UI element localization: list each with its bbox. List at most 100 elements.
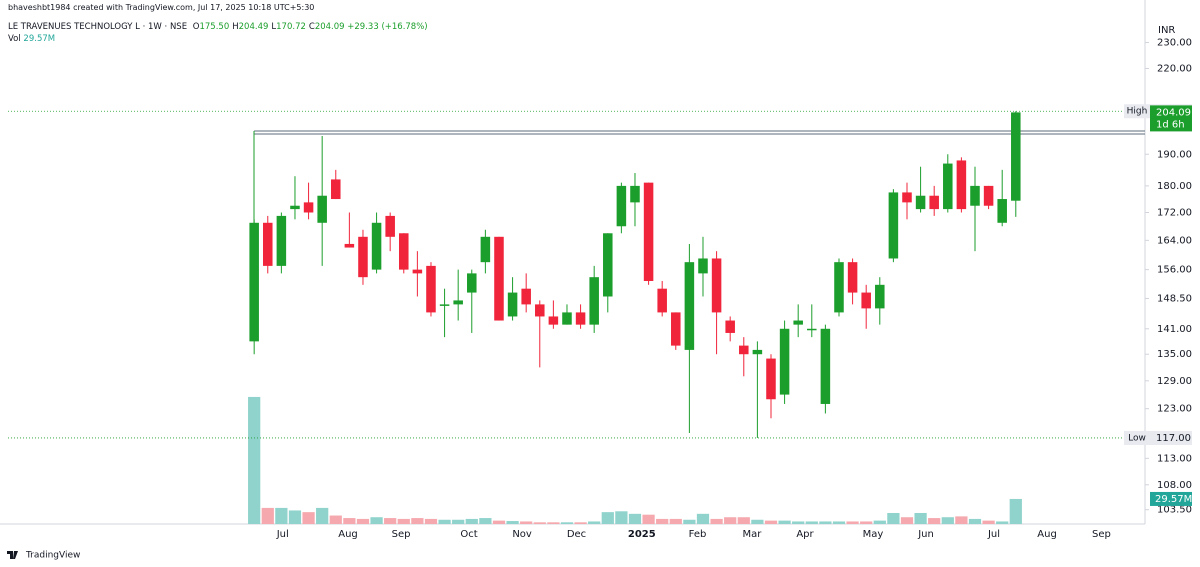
y-tick-label: 172.00	[1157, 207, 1192, 218]
candle-body	[725, 320, 735, 333]
logo	[7, 551, 18, 559]
volume-bar	[547, 522, 560, 524]
volume-badge: 29.57M	[1155, 494, 1192, 505]
marker-bg	[1124, 104, 1150, 119]
marker-value-bg	[1150, 430, 1192, 445]
volume-bar	[601, 512, 614, 524]
candle-body	[698, 258, 708, 274]
y-tick-label: 113.00	[1157, 453, 1192, 464]
y-tick-label: 180.00	[1157, 181, 1192, 192]
volume-bar	[982, 520, 995, 524]
candle-body	[575, 312, 586, 325]
candle-body	[956, 160, 967, 210]
candle-body	[684, 262, 695, 350]
candle-body	[752, 349, 763, 355]
candle-body	[888, 192, 899, 259]
volume-bar	[846, 521, 859, 524]
x-tick-label: Sep	[1092, 529, 1111, 540]
volume-bar	[506, 521, 519, 524]
volume-bar	[628, 513, 642, 524]
volume-bar	[792, 521, 805, 524]
candle-body	[317, 195, 327, 223]
candle-body	[807, 328, 817, 331]
candle-body	[834, 262, 844, 313]
candle-body	[507, 292, 518, 317]
volume-bar	[737, 517, 750, 524]
legend-key: L	[271, 22, 277, 32]
volume-bar	[968, 518, 982, 524]
volume-bar	[710, 518, 723, 524]
marker-text: High	[1127, 107, 1148, 117]
volume-bar	[819, 521, 832, 524]
y-tick-label: 148.50	[1157, 293, 1192, 304]
y-tick-label: 108.00	[1157, 480, 1192, 491]
volume-bar	[560, 522, 574, 524]
volume-bar	[928, 518, 941, 524]
candle-body	[562, 312, 572, 325]
candle-body	[331, 179, 341, 200]
volume-badge-bg	[1150, 491, 1192, 506]
y-tick-label: 164.00	[1157, 235, 1192, 246]
y-tick-label: 135.00	[1157, 349, 1192, 360]
candle-body	[344, 243, 355, 248]
candle-body	[820, 328, 831, 404]
candle-body	[412, 269, 423, 274]
volume-bar	[1009, 498, 1022, 524]
x-tick-label: Dec	[567, 529, 586, 540]
x-tick-label: Jul	[276, 529, 289, 540]
candle-body	[303, 202, 314, 213]
marker-value: 117.00	[1156, 433, 1191, 444]
legend-value: 204.09	[314, 22, 345, 32]
volume-bar	[288, 510, 302, 524]
candle-body	[290, 205, 300, 210]
volume-bar	[914, 512, 927, 524]
candle-body	[399, 233, 409, 270]
change: +29.33 (+16.78%)	[347, 22, 428, 32]
volume-bar	[832, 521, 846, 524]
ohlc: O175.50 H204.49 L170.72 C204.09	[190, 22, 345, 32]
candle-body	[929, 195, 939, 210]
candle-body	[385, 215, 395, 237]
volume-bar	[438, 519, 451, 524]
candle-body	[494, 236, 504, 321]
header: LE TRAVENUES TECHNOLOGY L · 1W · NSE O17…	[8, 22, 428, 32]
volume-bar	[900, 517, 914, 524]
volume-bar	[696, 513, 710, 524]
candle-body	[657, 288, 667, 313]
volume-bar	[452, 519, 465, 524]
volume-bar	[941, 517, 954, 524]
x-tick-label: Jul	[987, 529, 1000, 540]
candle-body	[1011, 112, 1021, 201]
volume-bar	[343, 518, 356, 524]
volume-bar	[615, 511, 628, 524]
volume-bar	[411, 518, 424, 524]
legend-key: O	[192, 22, 200, 32]
candle-body	[970, 185, 980, 206]
candle-body	[480, 236, 491, 263]
legend-key: C	[308, 22, 315, 32]
y-tick-label: 156.00	[1157, 265, 1192, 276]
candle-body	[779, 328, 790, 395]
volume-bar	[424, 518, 438, 524]
candle-body	[521, 288, 531, 305]
volume-bar	[397, 518, 410, 524]
candle-body	[875, 284, 885, 309]
candle-body	[467, 273, 477, 293]
volume-bar	[261, 507, 274, 524]
volume-bar	[384, 518, 397, 524]
volume-bar	[588, 521, 601, 524]
y-tick-label: 190.00	[1157, 149, 1192, 160]
candle-body	[263, 222, 273, 266]
candle-body	[793, 320, 803, 325]
candle-body	[997, 199, 1007, 223]
volume-bar	[492, 520, 506, 524]
candle-body	[603, 233, 613, 297]
credit: bhaveshbt1984 created with TradingView.c…	[8, 3, 315, 12]
legend-value: 170.72	[276, 22, 306, 32]
legend-value: 204.49	[238, 22, 269, 32]
x-tick-label: May	[863, 529, 884, 540]
volume-bar	[248, 396, 261, 524]
y-tick-label: 103.50	[1157, 505, 1192, 516]
volume-bar	[764, 520, 778, 524]
y-tick-label: 129.00	[1157, 376, 1192, 387]
